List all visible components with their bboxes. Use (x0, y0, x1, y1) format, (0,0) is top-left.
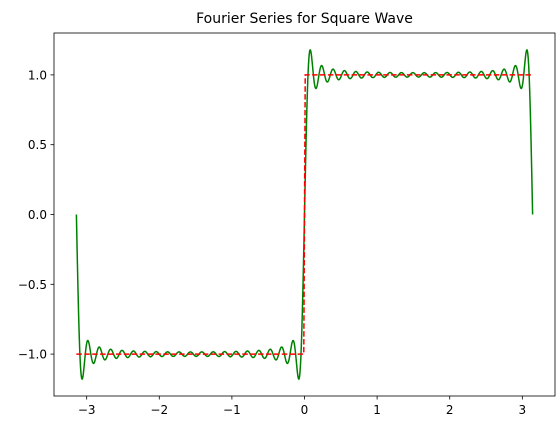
x-tick-label: 1 (373, 403, 381, 417)
y-tick-label: 1.0 (28, 68, 47, 82)
x-tick-label: −2 (150, 403, 168, 417)
chart-title: Fourier Series for Square Wave (196, 11, 413, 27)
x-tick-label: 2 (446, 403, 454, 417)
y-tick-label: 0.0 (28, 208, 47, 222)
x-tick-label: 3 (519, 403, 527, 417)
y-tick-label: −1.0 (18, 348, 47, 362)
y-tick-label: 0.5 (28, 138, 47, 152)
x-tick-label: 0 (301, 403, 309, 417)
y-tick-label: −0.5 (18, 278, 47, 292)
plot-area (75, 49, 534, 380)
x-tick-label: −3 (78, 403, 96, 417)
axes: −3 −2 −1 0 1 2 3 −1.0 −0.5 0.0 0.5 1.0 (18, 32, 556, 417)
series-line-square-wave (76, 74, 533, 355)
x-tick-label: −1 (223, 403, 241, 417)
